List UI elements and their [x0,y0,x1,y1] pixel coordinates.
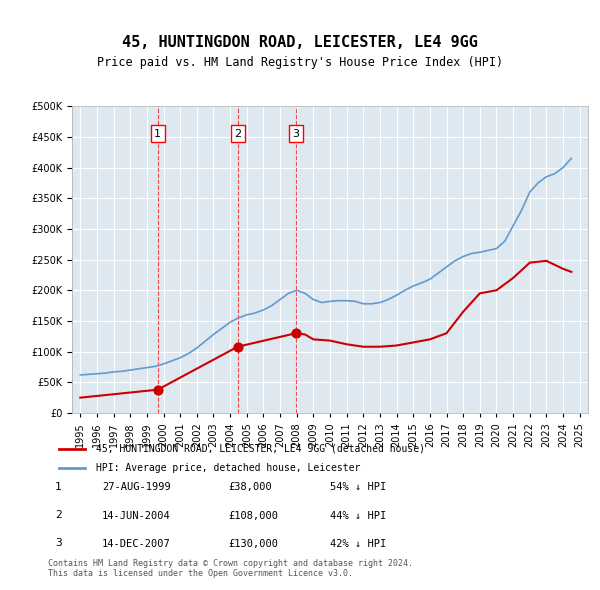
Text: Price paid vs. HM Land Registry's House Price Index (HPI): Price paid vs. HM Land Registry's House … [97,56,503,69]
Text: 3: 3 [292,129,299,139]
Text: 2: 2 [55,510,62,520]
Text: £130,000: £130,000 [228,539,278,549]
Text: 14-JUN-2004: 14-JUN-2004 [102,511,171,520]
Text: 14-DEC-2007: 14-DEC-2007 [102,539,171,549]
Point [233,342,242,352]
Text: 42% ↓ HPI: 42% ↓ HPI [330,539,386,549]
Text: 44% ↓ HPI: 44% ↓ HPI [330,511,386,520]
Text: 1: 1 [154,129,161,139]
Text: £38,000: £38,000 [228,483,272,492]
Text: 45, HUNTINGDON ROAD, LEICESTER, LE4 9GG: 45, HUNTINGDON ROAD, LEICESTER, LE4 9GG [122,35,478,50]
Text: 27-AUG-1999: 27-AUG-1999 [102,483,171,492]
Text: 54% ↓ HPI: 54% ↓ HPI [330,483,386,492]
Text: Contains HM Land Registry data © Crown copyright and database right 2024.
This d: Contains HM Land Registry data © Crown c… [48,559,413,578]
Text: £108,000: £108,000 [228,511,278,520]
Text: 3: 3 [55,539,62,548]
Text: 45, HUNTINGDON ROAD, LEICESTER, LE4 9GG (detached house): 45, HUNTINGDON ROAD, LEICESTER, LE4 9GG … [95,444,425,454]
Text: 2: 2 [234,129,241,139]
Point [291,329,301,338]
Text: 1: 1 [55,482,62,491]
Text: HPI: Average price, detached house, Leicester: HPI: Average price, detached house, Leic… [95,464,360,473]
Point [153,385,163,394]
